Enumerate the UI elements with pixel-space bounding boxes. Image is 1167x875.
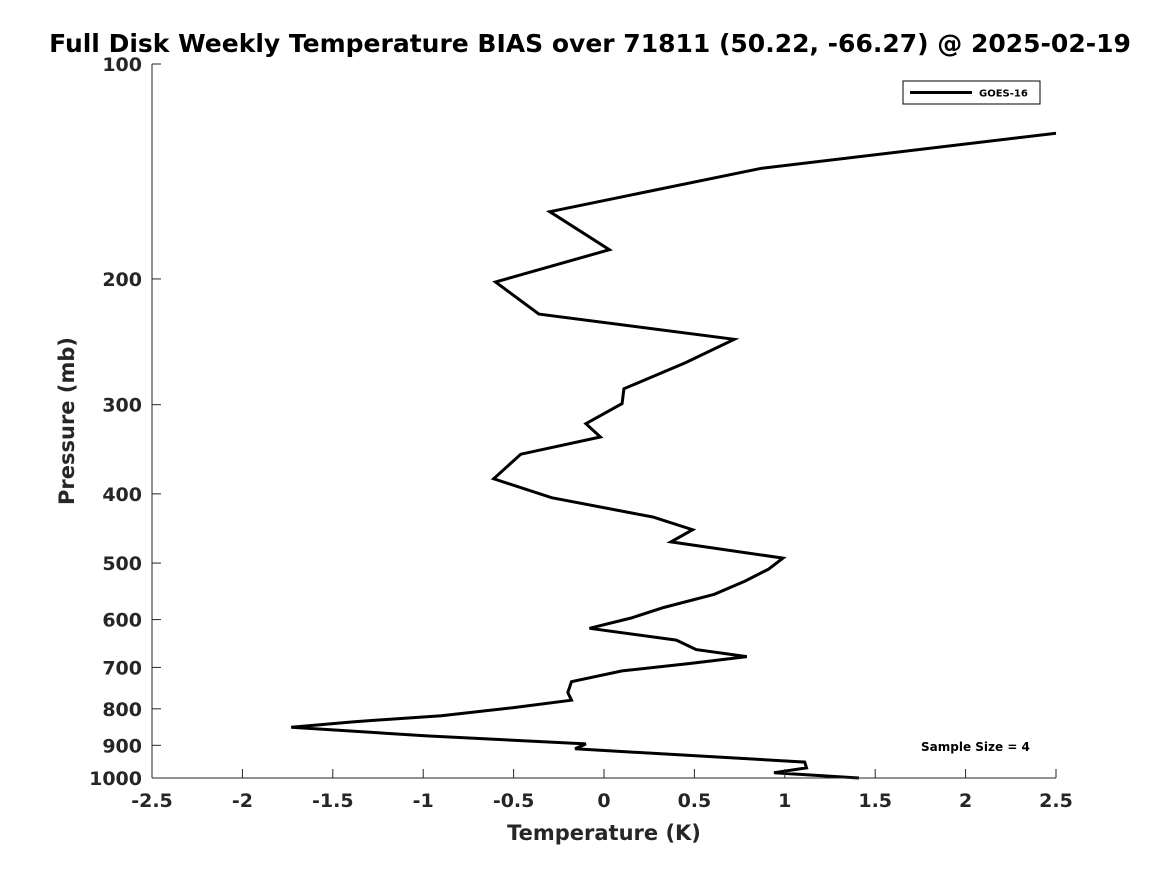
y-axis-label: Pressure (mb) [55, 337, 79, 505]
legend-label-goes16: GOES-16 [979, 89, 1028, 100]
y-tick-label: 800 [102, 699, 142, 721]
x-tick-label: -2.5 [131, 790, 173, 812]
y-tick-label: 500 [102, 553, 142, 575]
x-tick-label: 1.5 [858, 790, 892, 812]
x-tick-label: 2.5 [1039, 790, 1073, 812]
x-tick-label: -0.5 [493, 790, 535, 812]
x-tick-label: -1.5 [312, 790, 354, 812]
x-tick-label: -1 [413, 790, 434, 812]
y-tick-label: 400 [102, 484, 142, 506]
sample-size-annotation: Sample Size = 4 [921, 740, 1030, 754]
y-tick-label: 100 [102, 54, 142, 76]
y-tick-label: 700 [102, 657, 142, 679]
x-axis-label: Temperature (K) [507, 821, 701, 845]
x-tick-label: 2 [959, 790, 972, 812]
series-line-goes-16 [291, 131, 1057, 780]
x-tick-label: 0.5 [678, 790, 712, 812]
y-tick-label: 600 [102, 610, 142, 632]
x-tick-label: 0 [597, 790, 610, 812]
plot-area [291, 131, 1057, 780]
y-tick-label: 1000 [89, 768, 142, 790]
y-tick-label: 900 [102, 735, 142, 757]
legend: GOES-16 [902, 80, 1041, 105]
axes: -2.5 -2 -1.5 -1 -0.5 0 0.5 1 1.5 2 2.5 100 200 300 400… [89, 54, 1073, 812]
chart-title: Full Disk Weekly Temperature BIAS over 7… [49, 29, 1131, 58]
x-tick-label: 1 [778, 790, 791, 812]
y-tick-label: 300 [102, 395, 142, 417]
y-tick-label: 200 [102, 269, 142, 291]
x-tick-label: -2 [232, 790, 253, 812]
